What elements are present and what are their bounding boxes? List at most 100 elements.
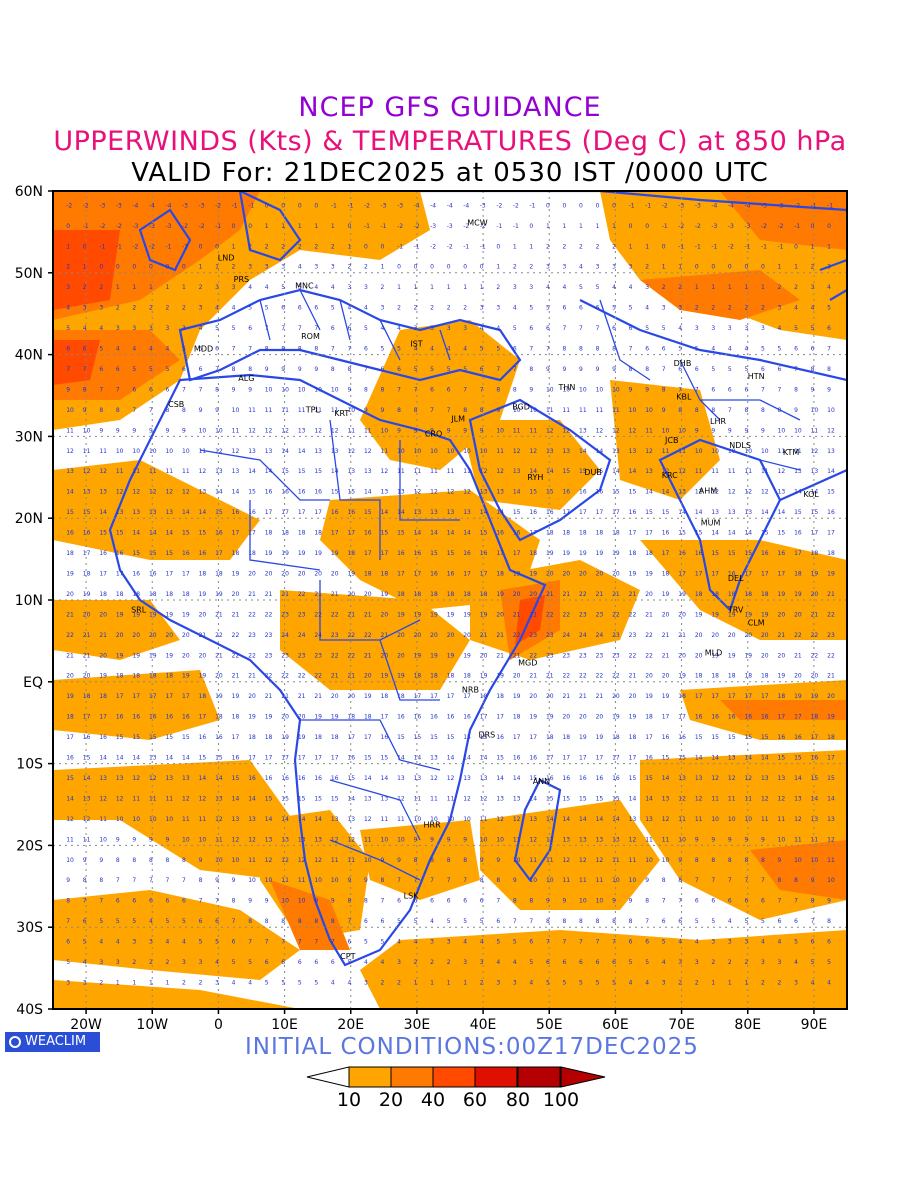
temperature-value: 13 [314, 448, 322, 455]
temperature-value: 6 [116, 898, 120, 905]
temperature-value: 11 [546, 857, 554, 864]
temperature-value: 16 [182, 714, 190, 721]
lon-tick-label: 90E [801, 1017, 828, 1033]
temperature-value: 9 [149, 836, 153, 843]
temperature-value: 7 [149, 877, 153, 884]
temperature-value: 16 [149, 570, 157, 577]
temperature-value: 3 [496, 305, 500, 312]
temperature-value: 2 [430, 959, 434, 966]
temperature-value: 2 [480, 979, 484, 986]
temperature-value: 10 [314, 386, 322, 393]
temperature-value: 11 [248, 407, 256, 414]
temperature-value: 12 [596, 857, 604, 864]
temperature-value: 17 [66, 734, 74, 741]
temperature-value: 15 [165, 734, 173, 741]
temperature-value: 14 [513, 489, 521, 496]
temperature-value: 10 [579, 386, 587, 393]
temperature-value: 12 [149, 775, 157, 782]
temperature-value: 3 [397, 959, 401, 966]
temperature-value: 1 [149, 979, 153, 986]
temperature-value: 11 [298, 407, 306, 414]
temperature-value: 1 [562, 223, 566, 230]
temperature-value: 18 [248, 734, 256, 741]
temperature-value: 1 [579, 223, 583, 230]
temperature-value: 13 [463, 509, 471, 516]
temperature-value: 17 [645, 530, 653, 537]
temperature-value: 5 [513, 939, 517, 946]
temperature-value: 8 [827, 918, 831, 925]
temperature-value: 23 [331, 632, 339, 639]
temperature-value: 11 [83, 448, 91, 455]
temperature-value: 3 [116, 959, 120, 966]
temperature-value: 9 [215, 407, 219, 414]
temperature-value: 15 [265, 795, 273, 802]
temperature-value: 14 [645, 489, 653, 496]
temperature-value: 4 [331, 979, 335, 986]
temperature-value: 16 [232, 755, 240, 762]
temperature-value: 14 [695, 755, 703, 762]
lat-tick-label: 40N [15, 348, 43, 364]
temperature-value: 4 [827, 284, 831, 291]
temperature-value: 17 [496, 550, 504, 557]
temperature-value: 14 [678, 509, 686, 516]
temperature-value: -1 [778, 243, 784, 250]
temperature-value: 15 [83, 509, 91, 516]
temperature-value: 6 [281, 959, 285, 966]
temperature-value: 8 [232, 898, 236, 905]
temperature-value: 16 [678, 550, 686, 557]
temperature-value: 4 [298, 264, 302, 271]
temperature-value: 22 [298, 591, 306, 598]
temperature-value: 6 [132, 898, 136, 905]
temperature-value: 2 [778, 979, 782, 986]
temperature-value: -2 [761, 223, 767, 230]
temperature-value: 22 [281, 673, 289, 680]
temperature-value: 2 [248, 243, 252, 250]
temperature-value: 7 [182, 877, 186, 884]
temperature-value: 19 [463, 652, 471, 659]
temperature-value: 13 [215, 795, 223, 802]
station-label: ALG [238, 374, 254, 383]
temperature-value: 11 [662, 836, 670, 843]
temperature-value: 11 [281, 877, 289, 884]
temperature-value: 11 [430, 795, 438, 802]
temperature-value: 11 [579, 407, 587, 414]
temperature-value: 18 [728, 591, 736, 598]
temperature-value: 18 [397, 591, 405, 598]
temperature-value: 8 [314, 918, 318, 925]
temperature-value: 19 [66, 693, 74, 700]
temperature-value: 17 [678, 570, 686, 577]
temperature-value: 4 [314, 284, 318, 291]
temperature-value: 12 [281, 427, 289, 434]
temperature-value: 17 [248, 755, 256, 762]
temperature-value: 19 [596, 734, 604, 741]
temperature-value: 17 [612, 509, 620, 516]
temperature-value: 8 [546, 918, 550, 925]
temperature-value: -1 [331, 202, 337, 209]
temperature-value: 0 [596, 202, 600, 209]
temperature-value: 9 [132, 836, 136, 843]
temperature-value: -2 [496, 202, 502, 209]
temperature-value: 15 [695, 530, 703, 537]
temperature-value: 6 [562, 959, 566, 966]
temperature-value: 21 [645, 611, 653, 618]
temperature-value: 10 [562, 386, 570, 393]
temperature-value: 20 [364, 591, 372, 598]
temperature-value: 8 [513, 386, 517, 393]
temperature-value: 1 [414, 284, 418, 291]
temperature-value: 14 [596, 448, 604, 455]
temperature-value: 4 [728, 918, 732, 925]
temperature-value: 0 [199, 243, 203, 250]
temperature-value: 16 [546, 509, 554, 516]
temperature-value: -3 [99, 202, 105, 209]
temperature-value: 10 [579, 898, 587, 905]
temperature-value: 7 [149, 407, 153, 414]
temperature-value: 19 [761, 611, 769, 618]
temperature-value: 7 [629, 346, 633, 353]
temperature-value: 16 [132, 570, 140, 577]
temperature-value: 16 [331, 509, 339, 516]
temperature-value: 5 [149, 366, 153, 373]
temperature-value: 5 [662, 939, 666, 946]
temperature-value: 4 [678, 325, 682, 332]
temperature-value: -1 [744, 243, 750, 250]
temperature-value: 6 [827, 325, 831, 332]
